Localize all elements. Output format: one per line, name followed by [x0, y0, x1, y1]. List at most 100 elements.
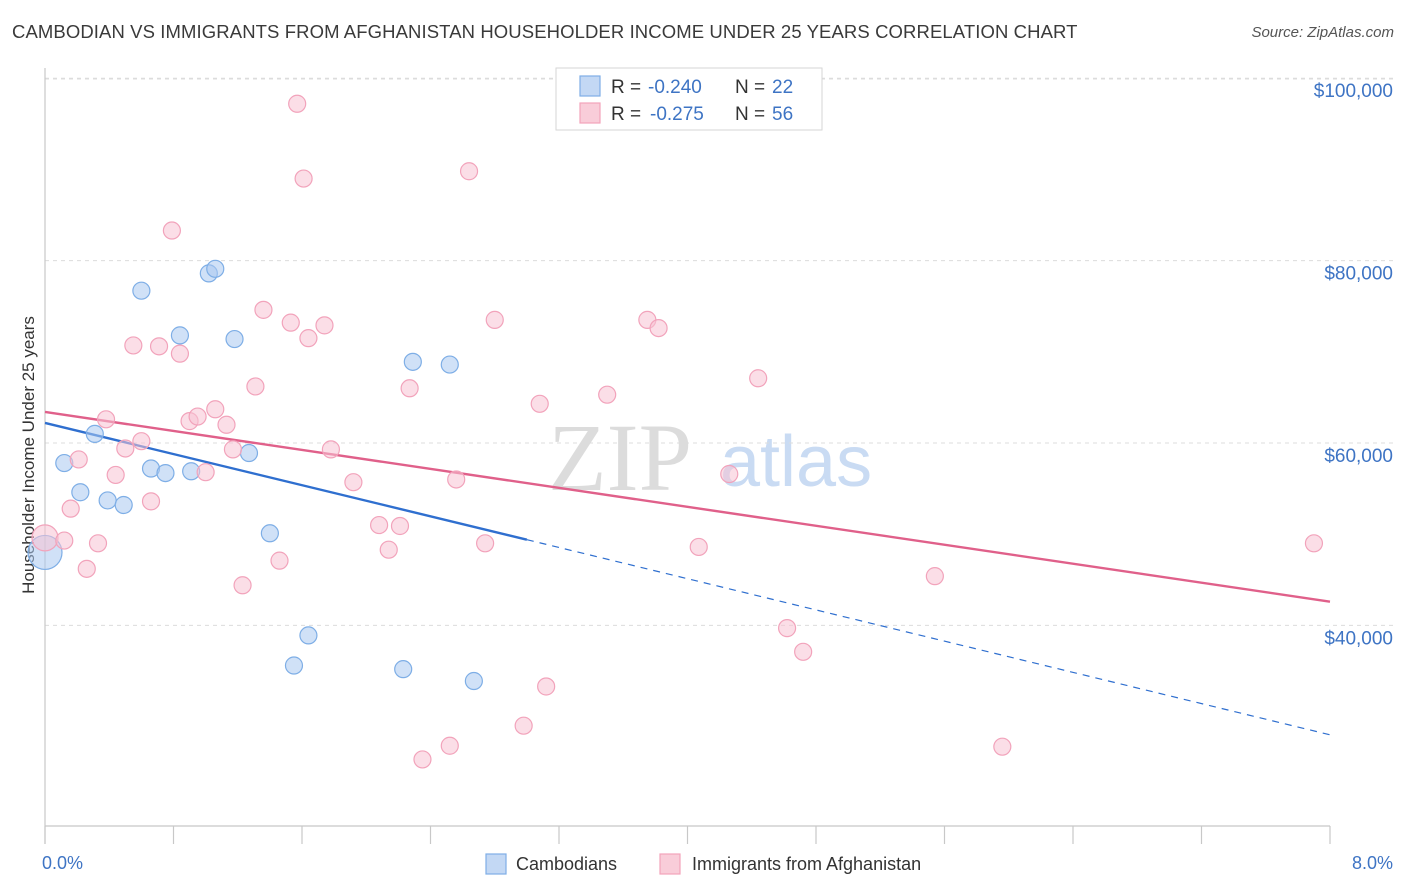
legend-swatch-pink: [579, 102, 601, 124]
point-0-9: [170, 326, 190, 345]
point-1-9: [124, 336, 143, 355]
point-1-33: [379, 540, 398, 559]
y-tick-label-2: $80,000: [1324, 264, 1393, 285]
legend-swatch-blue: [579, 75, 601, 97]
y-tick-label-3: $100,000: [1314, 81, 1393, 102]
point-1-13: [162, 221, 181, 240]
legend-n-value-2: 56: [772, 104, 793, 125]
legend-bottom-swatch-afghanistan: [659, 853, 681, 875]
watermark: ZIP atlas: [548, 404, 872, 511]
point-1-7: [106, 465, 125, 485]
point-1-38: [447, 470, 466, 489]
point-1-55: [1304, 534, 1324, 553]
point-1-20: [223, 440, 243, 459]
point-1-51: [777, 619, 797, 638]
point-1-14: [170, 344, 190, 363]
series-afghanistan: [31, 94, 1324, 769]
watermark-zip: ZIP: [548, 404, 692, 511]
point-1-30: [321, 440, 341, 459]
legend-r-value-1: -0.240: [648, 77, 702, 98]
point-0-5: [114, 495, 133, 515]
point-1-52: [794, 642, 813, 661]
point-1-54: [993, 737, 1012, 756]
point-1-24: [270, 551, 289, 570]
point-1-23: [254, 300, 273, 319]
point-1-49: [720, 464, 739, 484]
point-1-26: [288, 94, 307, 113]
legend-bottom: Cambodians Immigrants from Afghanistan: [485, 853, 921, 875]
point-1-10: [132, 432, 151, 451]
point-1-43: [530, 394, 549, 413]
point-1-16: [188, 407, 207, 426]
point-1-48: [689, 537, 708, 557]
point-0-4: [98, 491, 117, 510]
axes: [44, 68, 1331, 844]
point-1-6: [96, 410, 116, 429]
y-tick-label-0: $40,000: [1324, 628, 1393, 649]
point-1-25: [281, 313, 300, 332]
legend-n-value-1: 22: [772, 77, 793, 98]
point-0-20: [440, 355, 459, 374]
point-1-5: [88, 534, 108, 553]
point-1-19: [217, 415, 236, 434]
data-points: [27, 94, 1324, 769]
point-1-27: [294, 169, 313, 188]
trend-line-extension-0: [526, 539, 1331, 736]
point-0-16: [284, 656, 304, 675]
point-0-15: [260, 524, 279, 543]
point-1-2: [61, 499, 80, 518]
y-tick-labels: $40,000 $60,000 $80,000 $100,000: [1314, 81, 1393, 649]
x-tick-label-1: 8.0%: [1352, 853, 1393, 873]
point-1-0: [31, 524, 59, 552]
point-1-21: [233, 576, 252, 595]
legend-r-value-2: -0.275: [650, 104, 704, 125]
point-0-8: [156, 463, 175, 483]
point-1-53: [925, 567, 944, 586]
point-1-32: [370, 515, 389, 535]
point-0-3: [85, 424, 104, 443]
point-1-8: [116, 439, 135, 458]
legend-bottom-label-cambodians: Cambodians: [516, 854, 617, 874]
legend-bottom-swatch-cambodians: [485, 853, 507, 875]
legend-r-label-2: R =: [611, 104, 641, 125]
point-1-31: [344, 473, 363, 492]
point-1-47: [649, 319, 668, 338]
y-tick-label-1: $60,000: [1324, 446, 1393, 467]
point-1-4: [77, 559, 96, 578]
series-cambodians: [27, 259, 483, 691]
point-1-1: [55, 531, 74, 550]
source-credit: Source: ZipAtlas.com: [1251, 24, 1394, 41]
point-1-28: [299, 329, 318, 348]
point-1-17: [196, 463, 215, 482]
point-1-44: [537, 677, 556, 696]
point-1-42: [514, 716, 533, 735]
point-1-45: [598, 385, 617, 404]
legend-n-label-1: N =: [735, 77, 765, 98]
legend-bottom-label-afghanistan: Immigrants from Afghanistan: [692, 854, 921, 874]
point-1-3: [69, 450, 88, 469]
point-1-34: [390, 516, 410, 536]
point-1-36: [413, 750, 432, 769]
x-tick-label-0: 0.0%: [42, 853, 83, 873]
point-0-21: [464, 671, 483, 691]
point-1-29: [315, 316, 334, 335]
point-0-13: [225, 329, 244, 349]
point-0-6: [132, 281, 151, 300]
chart-title: CAMBODIAN VS IMMIGRANTS FROM AFGHANISTAN…: [12, 21, 1078, 42]
point-0-19: [403, 352, 422, 371]
legend-r-label-1: R =: [611, 77, 641, 98]
point-0-2: [71, 483, 90, 502]
watermark-atlas: atlas: [720, 422, 872, 502]
point-1-12: [149, 337, 169, 356]
point-1-41: [485, 310, 504, 329]
point-0-17: [299, 626, 318, 645]
legend-top: R = -0.240 N = 22 R = -0.275 N = 56: [555, 67, 823, 131]
point-1-50: [749, 369, 768, 388]
point-1-37: [440, 736, 459, 755]
point-1-22: [246, 377, 265, 396]
point-0-18: [394, 660, 413, 679]
gridlines: [45, 77, 1395, 626]
point-1-40: [476, 534, 495, 553]
x-tick-labels: 0.0% 8.0%: [42, 853, 1393, 873]
legend-n-label-2: N =: [735, 104, 765, 125]
